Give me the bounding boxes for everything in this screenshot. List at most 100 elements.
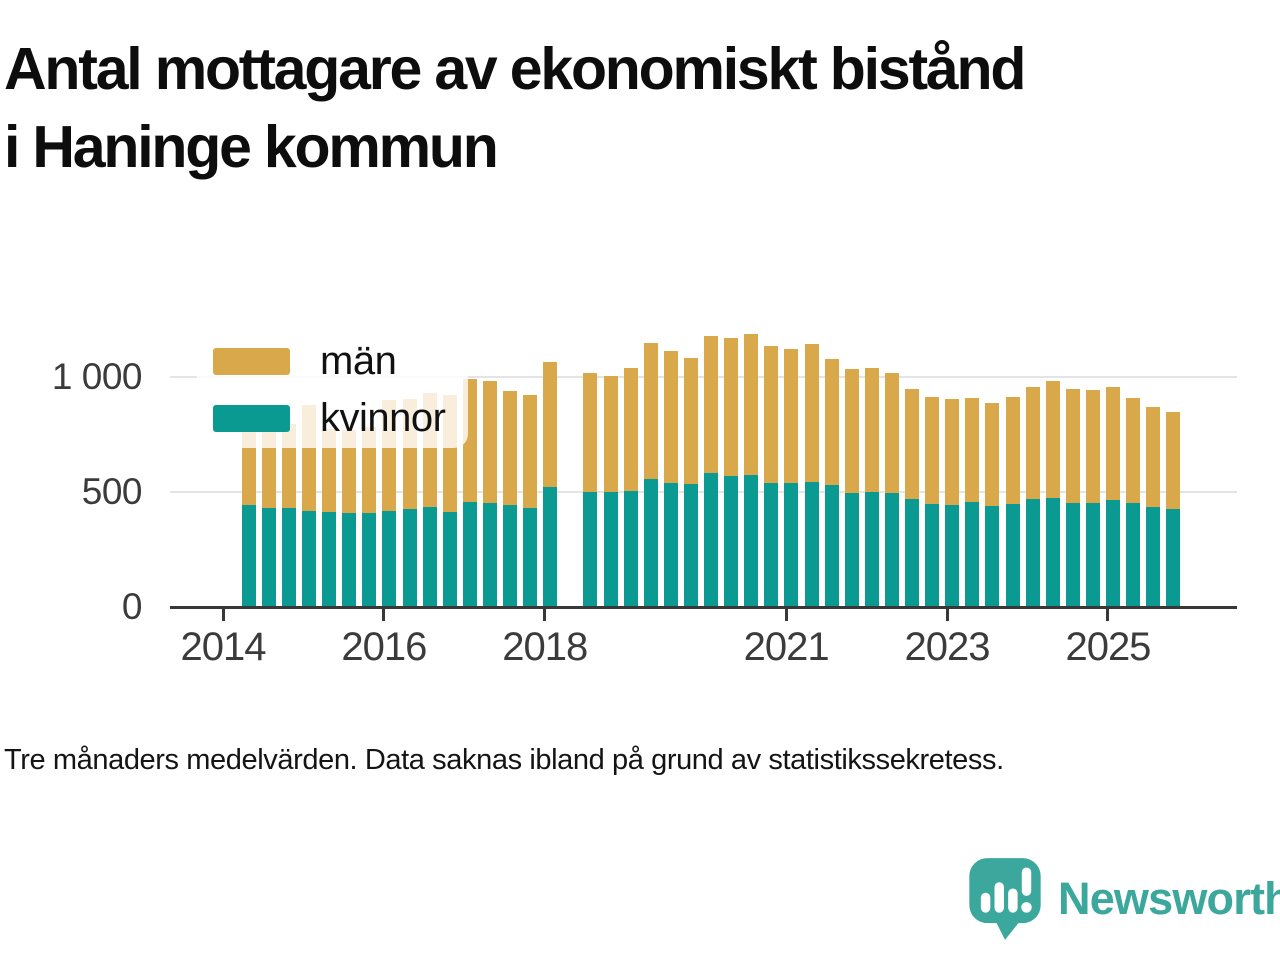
bar-segment-men [342, 430, 357, 514]
bar-segment-women [1085, 502, 1100, 607]
bar-segment-men [1146, 407, 1161, 507]
bar-segment-women [482, 503, 497, 607]
bar-segment-men [663, 351, 678, 484]
footnote-text: Tre månaders medelvärden. Data saknas ib… [4, 744, 1004, 776]
bar-segment-men [925, 396, 940, 504]
bar-column [362, 426, 377, 607]
bar-segment-women [281, 508, 296, 607]
bar-segment-women [1025, 499, 1040, 607]
newsworthy-wordmark: Newsworthy [1058, 873, 1280, 924]
bar-segment-men [603, 376, 618, 493]
bar-column [764, 346, 779, 607]
legend-swatch-women-icon [213, 404, 290, 432]
bar-column [784, 348, 799, 607]
bar-segment-men [844, 369, 859, 494]
bar-segment-men [503, 391, 517, 506]
title-line-1: Antal mottagare av ekonomiskt bistånd [4, 36, 1026, 102]
bar-segment-women [523, 507, 538, 607]
bar-segment-women [864, 492, 879, 607]
bar-segment-women [1005, 504, 1020, 607]
bar-segment-women [422, 507, 437, 607]
bar-segment-men [1085, 390, 1100, 503]
legend-swatch-men-icon [213, 347, 290, 375]
bar-column [663, 351, 678, 607]
x-tick-2018 [543, 609, 547, 621]
page-title: Antal mottagare av ekonomiskt bistånd i … [4, 30, 1026, 186]
bar-column [744, 333, 759, 607]
bar-column [824, 359, 839, 607]
x-tick-label-2021: 2021 [743, 625, 830, 669]
gridline-1000 [170, 376, 1237, 379]
bar-segment-women [442, 511, 457, 607]
bar-segment-men [1025, 386, 1040, 500]
x-tick-2023 [945, 609, 949, 621]
bar-segment-men [744, 333, 759, 476]
x-tick-label-2016: 2016 [341, 625, 427, 669]
bar-segment-men [683, 357, 698, 485]
bar-column [543, 362, 558, 607]
bar-segment-women [503, 505, 517, 607]
bar-segment-men [482, 380, 497, 504]
newsworthy-logo: Newsworthy [966, 856, 1280, 942]
y-tick-label-1000: 1 000 [51, 356, 143, 398]
bar-column [1045, 380, 1060, 607]
bar-column [1126, 398, 1141, 607]
legend-item-men: män [213, 341, 468, 381]
bar-segment-women [362, 513, 377, 607]
bar-segment-women [844, 493, 859, 607]
bar-column [925, 396, 940, 607]
bar-segment-women [342, 513, 357, 607]
bar-segment-women [804, 481, 819, 607]
bar-column [281, 424, 296, 607]
bar-segment-women [985, 506, 1000, 607]
bar-segment-women [382, 510, 397, 607]
legend-box: män kvinnor [197, 331, 468, 448]
bar-segment-men [362, 426, 377, 514]
bar-column [1146, 407, 1161, 607]
bar-segment-men [623, 368, 638, 491]
bar-segment-women [824, 485, 839, 607]
bar-column [623, 368, 638, 607]
bar-segment-women [905, 499, 919, 607]
title-line-2: i Haninge kommun [4, 114, 499, 180]
bar-segment-men [1065, 388, 1080, 503]
bar-segment-women [241, 504, 256, 607]
newsworthy-bubble-icon [969, 858, 1041, 940]
x-tick-label-2018: 2018 [502, 625, 588, 669]
bar-column [704, 336, 718, 607]
bar-segment-women [261, 508, 276, 607]
bar-column [985, 402, 1000, 607]
bar-segment-men [1126, 398, 1141, 503]
bar-column [965, 398, 980, 607]
bar-column [1025, 386, 1040, 607]
bar-segment-women [302, 511, 316, 607]
bar-segment-women [663, 483, 678, 607]
bar-column [261, 425, 276, 607]
bar-column [884, 372, 899, 607]
bar-segment-men [322, 429, 337, 513]
x-tick-2021 [784, 609, 788, 621]
bar-segment-men [804, 344, 819, 482]
bar-segment-women [462, 501, 477, 607]
bar-segment-women [764, 482, 779, 607]
x-tick-label-2014: 2014 [180, 625, 267, 669]
bar-segment-men [764, 346, 779, 483]
bar-segment-women [1065, 502, 1080, 607]
bar-segment-men [985, 402, 1000, 507]
bar-segment-men [1005, 396, 1020, 505]
bar-column [241, 425, 256, 607]
legend-label-men: män [320, 339, 397, 383]
bar-segment-women [603, 492, 618, 607]
x-axis-line [170, 606, 1237, 609]
x-tick-label-2025: 2025 [1065, 625, 1151, 669]
bar-column [804, 344, 819, 607]
bar-segment-men [864, 368, 879, 493]
bar-segment-men [965, 398, 980, 502]
bar-column [1166, 411, 1181, 607]
bar-column [643, 342, 658, 607]
bar-segment-women [683, 484, 698, 607]
bar-column [1106, 386, 1120, 607]
bar-column [523, 394, 538, 607]
bar-segment-men [704, 336, 718, 474]
